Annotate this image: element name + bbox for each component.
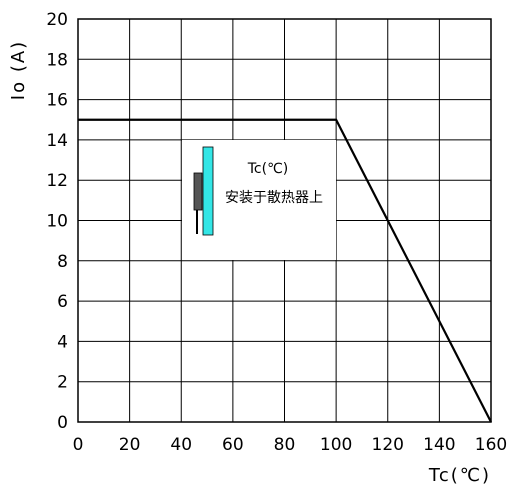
y-tick-label: 10 <box>46 212 68 232</box>
series-lines <box>78 118 492 423</box>
x-axis-title: Tc(℃) <box>428 465 491 486</box>
y-tick-label: 6 <box>57 292 68 312</box>
inset-label-mount: 安装于散热器上 <box>225 190 323 206</box>
x-tick-label: 120 <box>372 435 404 455</box>
series-line <box>78 118 492 423</box>
y-tick-label: 16 <box>46 91 68 111</box>
y-tick-label: 8 <box>57 252 68 272</box>
tick-labels: 0 20 40 60 80 100 120 140 160 0 2 4 6 8 10 12 14 16 18 20 <box>46 10 507 455</box>
y-tick-label: 12 <box>46 171 68 191</box>
heatsink <box>202 146 214 236</box>
y-tick-label: 14 <box>46 131 68 151</box>
x-tick-label: 140 <box>423 435 455 455</box>
x-tick-label: 0 <box>73 435 84 455</box>
x-tick-label: 60 <box>222 435 244 455</box>
grid <box>77 18 492 423</box>
y-tick-label: 20 <box>46 10 68 30</box>
y-tick-label: 0 <box>57 413 68 433</box>
x-tick-label: 160 <box>475 435 507 455</box>
x-tick-label: 80 <box>274 435 296 455</box>
y-tick-label: 4 <box>57 332 68 352</box>
plot-border <box>77 18 492 423</box>
x-tick-label: 20 <box>119 435 141 455</box>
x-tick-label: 100 <box>320 435 352 455</box>
plot-frame <box>77 18 492 423</box>
y-axis-title: Io (A) <box>8 40 29 100</box>
device-body <box>193 172 203 211</box>
inset-label-tc: Tc(℃) <box>247 161 289 177</box>
y-tick-label: 2 <box>57 373 68 393</box>
y-tick-label: 18 <box>46 50 68 70</box>
inset: Tc(℃) 安装于散热器上 <box>182 140 336 260</box>
x-tick-label: 40 <box>170 435 192 455</box>
